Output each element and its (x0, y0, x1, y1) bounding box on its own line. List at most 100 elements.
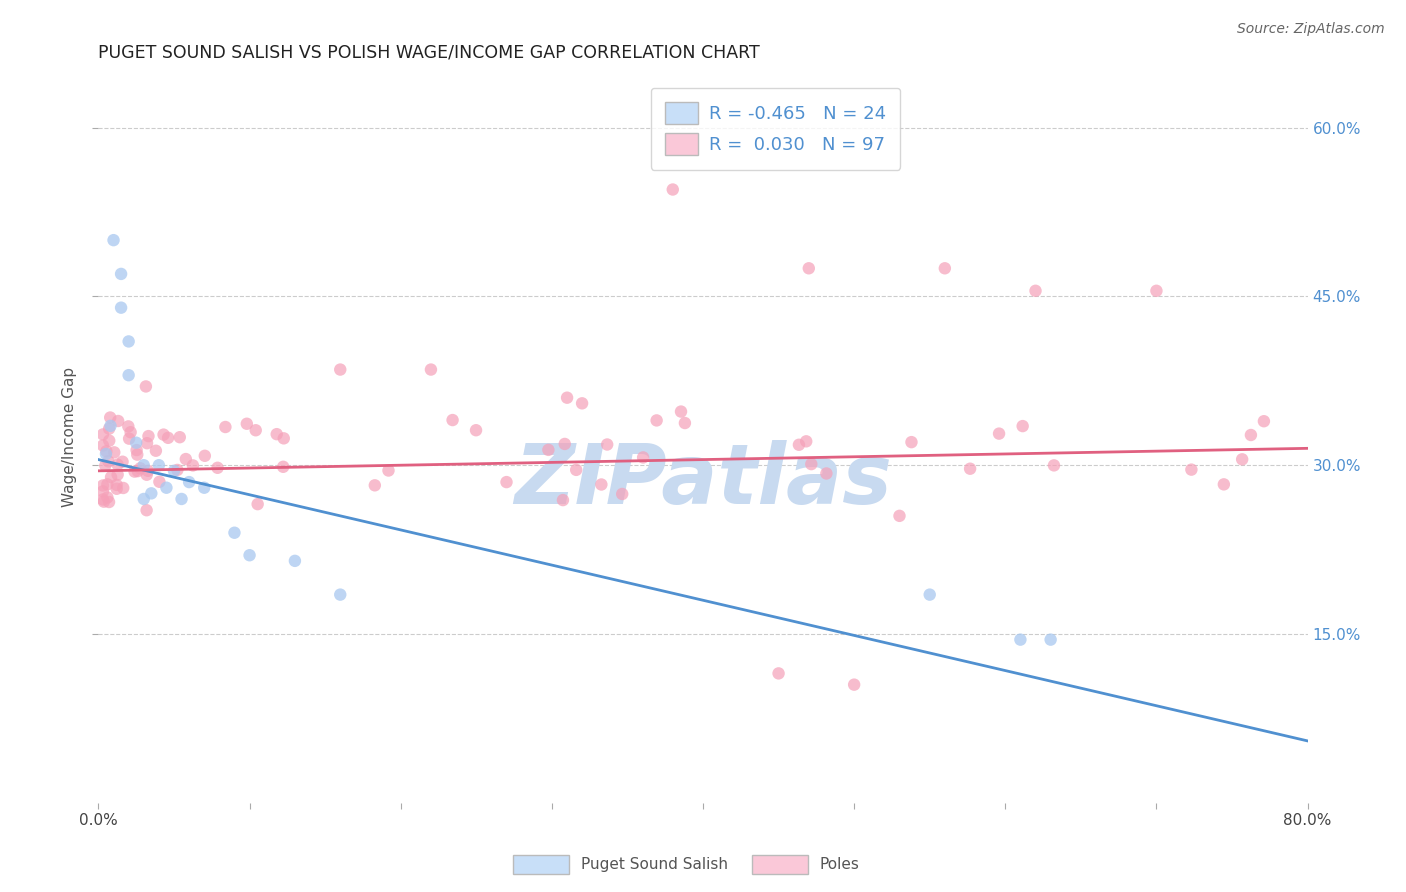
Point (661, 182, 683, 196)
Point (193, 481, 215, 495)
Point (631, 450, 654, 465)
Point (110, 301, 132, 315)
Point (169, 430, 191, 444)
Point (377, 463, 399, 477)
Point (815, 467, 838, 481)
Text: ZIPatlas: ZIPatlas (515, 441, 891, 522)
Point (135, 503, 157, 517)
Point (246, 497, 269, 511)
Point (125, 435, 148, 450)
Point (181, 458, 204, 473)
Point (98, 495, 121, 509)
Point (91, 427, 114, 442)
Point (465, 423, 488, 437)
Point (94, 447, 117, 461)
Point (110, 267, 132, 281)
Point (103, 445, 125, 459)
Text: PUGET SOUND SALISH VS POLISH WAGE/INCOME GAP CORRELATION CHART: PUGET SOUND SALISH VS POLISH WAGE/INCOME… (98, 44, 761, 62)
Point (787, 438, 810, 452)
Point (596, 437, 619, 451)
Point (148, 475, 170, 489)
Point (91, 478, 114, 492)
Point (118, 334, 141, 349)
Point (364, 478, 387, 492)
Point (125, 443, 148, 458)
Point (571, 396, 593, 410)
Point (91, 492, 114, 507)
Point (97, 454, 120, 468)
Text: Puget Sound Salish: Puget Sound Salish (581, 857, 728, 871)
Point (1144, 284, 1167, 298)
Point (645, 413, 668, 427)
Point (94, 458, 117, 473)
Text: Poles: Poles (820, 857, 859, 871)
Point (565, 463, 588, 477)
Point (271, 459, 294, 474)
Point (132, 458, 155, 473)
Point (266, 427, 288, 442)
Point (495, 475, 517, 489)
Point (91, 484, 114, 499)
Legend: R = -0.465   N = 24, R =  0.030   N = 97: R = -0.465 N = 24, R = 0.030 N = 97 (651, 87, 900, 169)
Point (1010, 632, 1032, 647)
Point (103, 233, 125, 247)
Point (844, 678, 866, 692)
Point (145, 443, 167, 458)
Point (105, 482, 128, 496)
Point (224, 525, 246, 540)
Point (111, 455, 134, 469)
Point (918, 588, 941, 602)
Point (155, 481, 177, 495)
Point (170, 491, 193, 506)
Point (120, 425, 142, 440)
Point (1212, 477, 1234, 491)
Point (98, 410, 121, 425)
Point (554, 437, 576, 451)
Point (284, 554, 307, 568)
Point (179, 475, 201, 489)
Point (555, 391, 578, 405)
Point (107, 458, 129, 472)
Point (959, 461, 981, 475)
Point (420, 362, 443, 376)
Point (127, 448, 149, 462)
Point (591, 477, 613, 491)
Point (207, 460, 229, 475)
Point (135, 467, 157, 482)
Point (441, 413, 464, 427)
Point (96, 477, 118, 491)
Point (98, 422, 121, 436)
Point (236, 417, 259, 431)
Point (152, 427, 174, 442)
Point (900, 435, 922, 450)
Point (96, 491, 118, 505)
Point (1024, 284, 1046, 298)
Point (239, 548, 262, 562)
Point (537, 442, 560, 457)
Point (141, 486, 163, 500)
Point (174, 452, 197, 467)
Point (107, 414, 129, 428)
Point (166, 463, 188, 477)
Point (157, 431, 180, 445)
Point (100, 470, 122, 484)
Point (794, 434, 817, 449)
Text: Source: ZipAtlas.com: Source: ZipAtlas.com (1237, 22, 1385, 37)
Point (138, 429, 160, 443)
Point (800, 457, 823, 471)
Point (118, 368, 141, 383)
Point (93, 494, 115, 508)
Point (98, 434, 121, 448)
Point (136, 436, 159, 450)
Point (148, 458, 170, 473)
Point (136, 464, 159, 478)
Point (96, 444, 118, 458)
Point (118, 432, 141, 446)
Point (117, 419, 139, 434)
Point (112, 481, 135, 495)
Point (1011, 419, 1033, 434)
Point (669, 404, 692, 418)
Point (107, 467, 129, 482)
Point (612, 487, 634, 501)
Point (1043, 458, 1066, 473)
